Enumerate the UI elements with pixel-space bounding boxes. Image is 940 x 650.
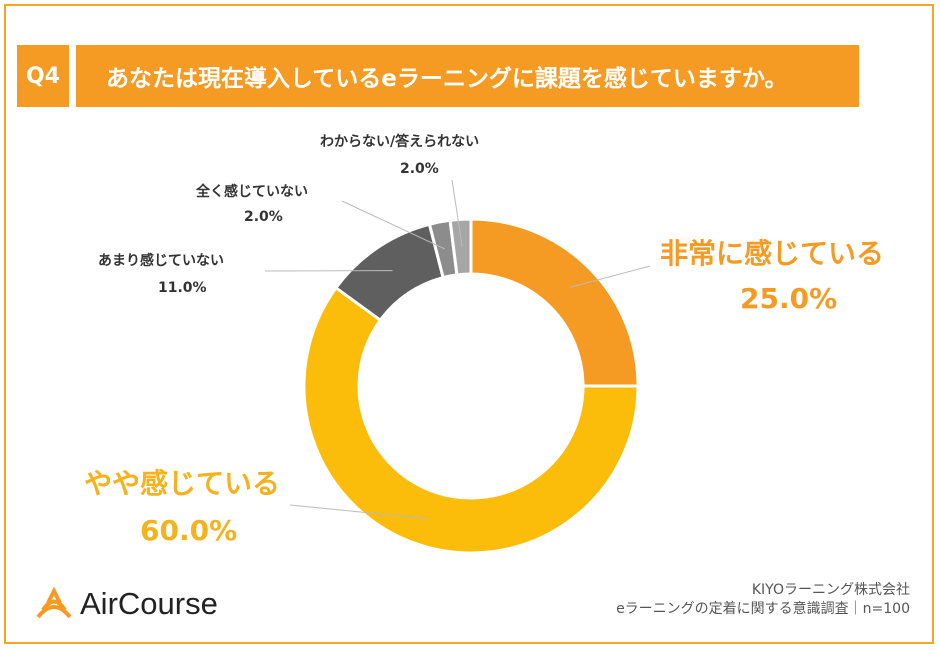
slice-1 bbox=[302, 285, 640, 555]
slice-value-3: 2.0% bbox=[244, 209, 283, 225]
slice-label-4: わからない/答えられない bbox=[320, 134, 480, 150]
leader-line-0 bbox=[569, 265, 651, 288]
question-title: あなたは現在導入しているeラーニングに課題を感じていますか。 bbox=[76, 45, 859, 107]
slice-label-0: 非常に感じている bbox=[660, 237, 885, 270]
slice-label-1: やや感じている bbox=[84, 467, 281, 500]
leader-line-4 bbox=[451, 179, 463, 247]
slice-label-2: あまり感じていない bbox=[98, 253, 224, 269]
slice-4 bbox=[448, 217, 473, 277]
slice-value-1: 60.0% bbox=[140, 514, 238, 547]
leader-line-1 bbox=[289, 504, 428, 520]
slice-value-4: 2.0% bbox=[400, 161, 439, 177]
logo-text: AirCourse bbox=[80, 586, 218, 621]
survey-name: eラーニングの定着に関する意識調査｜n=100 bbox=[616, 601, 910, 617]
credit-block: KIYOラーニング株式会社 eラーニングの定着に関する意識調査｜n=100 bbox=[616, 581, 910, 619]
slice-0 bbox=[469, 217, 640, 388]
company-name: KIYOラーニング株式会社 bbox=[751, 582, 910, 598]
slice-value-2: 11.0% bbox=[158, 280, 207, 296]
question-number: Q4 bbox=[17, 45, 69, 107]
leader-line-3 bbox=[341, 200, 446, 250]
logo-icon bbox=[36, 587, 72, 619]
slice-value-0: 25.0% bbox=[740, 282, 838, 315]
slice-label-3: 全く感じていない bbox=[196, 184, 308, 200]
aircourse-logo: AirCourse bbox=[34, 586, 218, 622]
